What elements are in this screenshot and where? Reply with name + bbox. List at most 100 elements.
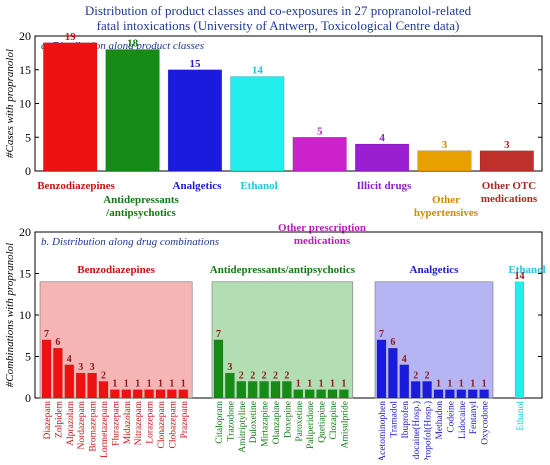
panel-b-bar	[75, 372, 86, 399]
panel-b-bar	[87, 372, 97, 399]
panel-a-bar-value: 15	[189, 58, 201, 70]
panel-b-bar	[259, 381, 269, 399]
panel-b-category-label: Nordazepam	[77, 400, 87, 449]
panel-a-bar	[167, 69, 223, 172]
panel-a-category-label: Antidepressants	[103, 194, 179, 206]
panel-b-ytick-label: 10	[19, 308, 31, 322]
panel-b-group-label: Benzodiazepines	[77, 264, 155, 276]
panel-b-bar-value: 2	[425, 370, 430, 381]
figure-title-line1: Distribution of product classes and co-e…	[85, 3, 472, 18]
panel-b-bar	[98, 381, 109, 399]
panel-a-bar-value: 18	[127, 38, 139, 50]
panel-b-bar-value: 2	[239, 370, 244, 381]
panel-b-bar-value: 1	[135, 379, 140, 390]
panel-a-category-label: Analgetics	[173, 180, 223, 192]
panel-b-category-label: Lormetazepam	[100, 400, 110, 458]
panel-a-bar-value: 4	[379, 132, 385, 144]
panel-b-bar	[411, 381, 421, 399]
panel-b-bar	[293, 389, 303, 399]
panel-b-bar	[445, 389, 455, 399]
panel-b-group-label: Ethanol	[508, 264, 545, 276]
panel-b-category-label: Nitrazepam	[134, 400, 144, 445]
panel-b-bar	[433, 389, 444, 399]
panel-b-bar	[399, 364, 409, 399]
panel-a-bar	[292, 137, 347, 172]
panel-a-bar-value: 14	[252, 65, 264, 77]
panel-b-category-label: Clozapine	[329, 401, 339, 440]
panel-b-bar-value: 6	[55, 337, 60, 348]
panel-b-category-label: Lidocaine	[458, 401, 468, 439]
panel-b-bar-value: 1	[330, 379, 335, 390]
panel-b-ylabel: #Combinations with propranolol	[4, 243, 16, 387]
panel-b-bar	[316, 389, 326, 399]
panel-b-bar-value: 1	[296, 379, 301, 390]
panel-a-ylabel: #Cases with propranolol	[4, 49, 16, 158]
panel-b-bar	[41, 339, 52, 399]
panel-a-ytick-label: 0	[25, 164, 31, 178]
panel-b-bar	[236, 381, 247, 399]
panel-b-bar-value: 1	[470, 379, 475, 390]
panel-b-category-label: Midazolam	[123, 400, 133, 444]
panel-a-bar	[354, 143, 410, 172]
panel-b-bar	[167, 389, 177, 399]
panel-b-category-label: Tramadol	[389, 401, 399, 438]
panel-b-category-label: Codeine	[446, 401, 456, 433]
panel-b-bar-value: 2	[262, 370, 267, 381]
panel-b-category-label: Amitriptyline	[238, 401, 248, 453]
panel-a-bar	[105, 49, 160, 172]
panel-b-bar-value: 4	[67, 354, 72, 365]
panel-b-bar	[121, 389, 132, 399]
panel-b-bar	[64, 364, 75, 399]
panel-b-category-label: Flurazepam	[111, 400, 121, 445]
panel-b: 0 5 10 15 20#Combinations with propranolol b.…	[4, 225, 546, 465]
panel-b-ytick-label: 0	[25, 391, 31, 405]
panel-a-ytick-label: 20	[19, 29, 31, 43]
panel-b-bar-value: 3	[78, 362, 83, 373]
panel-b-ytick-label: 15	[19, 267, 31, 281]
panel-b-category-label: Paroxetine	[295, 401, 305, 442]
panel-b-bar-value: 1	[447, 379, 452, 390]
panel-b-panel-title: b. Distribution along drug combinations	[41, 236, 219, 248]
panel-b-category-label: Propofol(Hosp.)	[423, 401, 434, 460]
panel-b-bar	[456, 389, 466, 399]
panel-b-bar-value: 1	[147, 379, 152, 390]
panel-b-bar	[422, 381, 432, 399]
panel-b-category-label: Prazepam	[180, 400, 190, 438]
panel-b-bar	[327, 389, 338, 399]
panel-b-bar	[388, 348, 398, 399]
panel-b-category-label: Acetominophen	[378, 401, 388, 460]
panel-b-bar	[339, 389, 349, 399]
panel-b-bar	[376, 339, 387, 399]
panel-a-category-label: /antipsychotics	[105, 207, 176, 219]
panel-b-category-label: Paliperidone	[306, 401, 316, 449]
panel-b-bar	[270, 381, 281, 399]
panel-a-bar-value: 19	[65, 31, 77, 43]
panel-b-category-label: Olanzapine	[272, 401, 282, 444]
panel-b-category-label: Ibuprofen	[400, 401, 411, 439]
panel-b-bar-value: 1	[169, 379, 174, 390]
panel-b-category-label: Oxycodone	[481, 401, 491, 445]
panel-b-category-label: Zolpidem	[54, 400, 64, 438]
panel-b-bar-value: 1	[158, 379, 163, 390]
panel-b-bar-value: 1	[436, 379, 441, 390]
panel-b-category-label: Citalopram	[215, 400, 225, 443]
panel-a-category-label: Other prescription	[278, 222, 366, 234]
panel-b-category-label: Diazepam	[43, 400, 53, 439]
panel-b-category-label: Alprazolam	[66, 400, 76, 445]
panel-b-group-label: Antidepressants/antipsychotics	[210, 264, 356, 276]
panel-b-category-label: Mirtazapine	[261, 401, 271, 447]
panel-b-bar-value: 1	[459, 379, 464, 390]
panel-b-bar-value: 7	[216, 329, 221, 340]
panel-b-category-label: Duloxetine	[249, 401, 259, 443]
panel-b-category-label: Doxepine	[283, 401, 293, 438]
panel-b-bar	[225, 372, 235, 399]
panel-b-category-label: Clonazepam	[157, 400, 167, 448]
panel-b-bar-value: 1	[319, 379, 324, 390]
panel-b-bar	[144, 389, 154, 399]
panel-a-bar	[43, 42, 98, 172]
panel-b-bar	[305, 389, 315, 399]
panel-b-bar-value: 1	[181, 379, 186, 390]
panel-a-ytick-label: 10	[19, 97, 31, 111]
panel-b-bar-value: 2	[413, 370, 418, 381]
